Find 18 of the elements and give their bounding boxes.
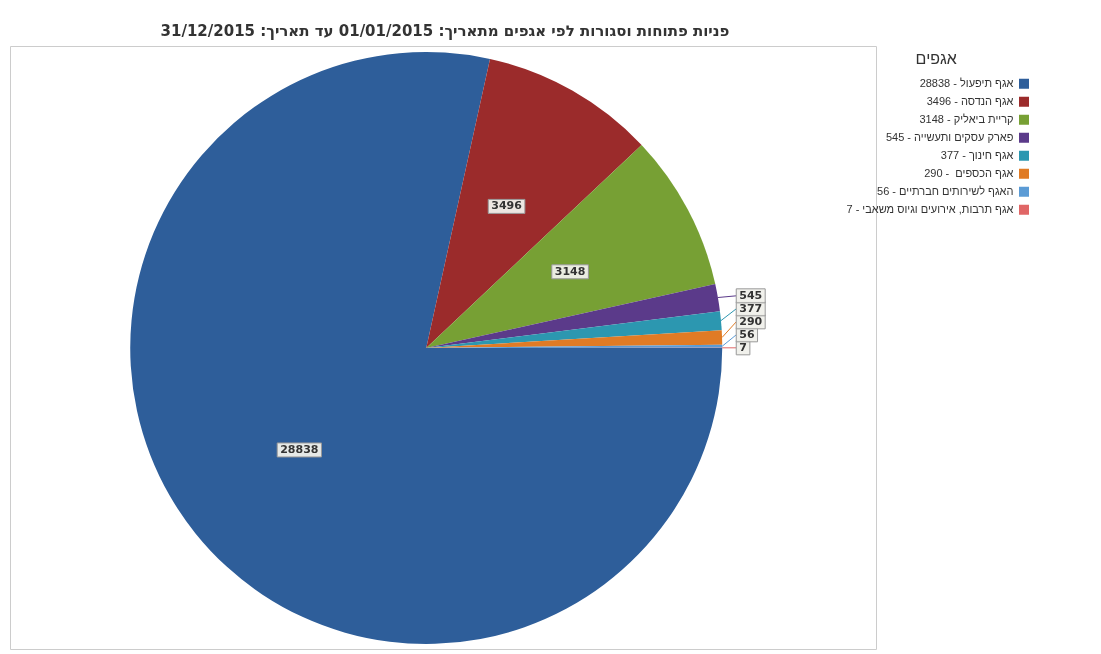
legend-label: האגף לשירותים חברתיים - 56 — [877, 184, 1014, 197]
legend-label: קריית ביאליק - 3148 — [919, 112, 1014, 125]
data-label: 3148 — [554, 264, 586, 278]
legend-label: אגף הכספים - 290 — [924, 166, 1014, 179]
data-label: 7 — [739, 340, 747, 354]
data-label: 545 — [739, 288, 763, 302]
data-label: 377 — [739, 301, 763, 315]
legend-label: אגף תרבות, אירועים וגיוס משאבי - 7 — [846, 202, 1014, 215]
legend-label: אגף תיפעול - 28838 — [919, 76, 1014, 89]
data-label: 56 — [739, 327, 755, 341]
data-label: 28838 — [280, 442, 319, 456]
data-label: 3496 — [491, 199, 523, 213]
legend-label: אגף חינוך - 377 — [940, 148, 1014, 161]
chart-title: פניות פתוחות וסגורות לפי אגפים מתאריך: 01/01/2015 עד תאריך: 31/12/2015 — [159, 22, 731, 40]
legend-label: פארק עסקים ותעשייה - 545 — [885, 130, 1014, 143]
data-label: 290 — [739, 314, 763, 328]
legend-title: אגפים — [915, 50, 957, 68]
legend-label: אגף הנדסה - 3496 — [926, 94, 1014, 107]
